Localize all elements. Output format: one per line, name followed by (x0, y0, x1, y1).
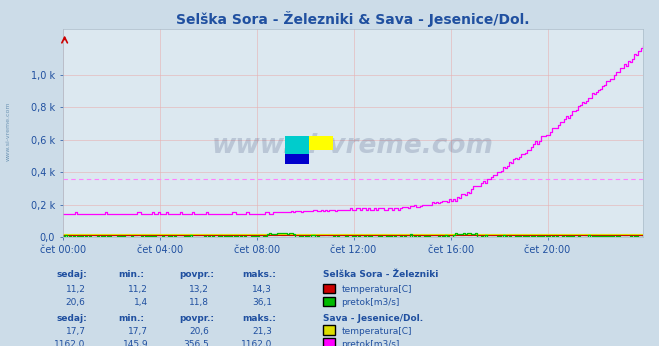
Text: 11,2: 11,2 (129, 285, 148, 294)
Text: 36,1: 36,1 (252, 298, 272, 307)
Text: 1162,0: 1162,0 (241, 340, 272, 346)
Text: maks.:: maks.: (243, 314, 276, 323)
Text: 14,3: 14,3 (252, 285, 272, 294)
Text: 145,9: 145,9 (123, 340, 148, 346)
Title: Selška Sora - Železniki & Sava - Jesenice/Dol.: Selška Sora - Železniki & Sava - Jesenic… (176, 11, 529, 27)
Text: Sava - Jesenice/Dol.: Sava - Jesenice/Dol. (323, 314, 423, 323)
Text: maks.:: maks.: (243, 270, 276, 279)
Text: sedaj:: sedaj: (56, 314, 87, 323)
Text: min.:: min.: (119, 314, 144, 323)
Text: 356,5: 356,5 (183, 340, 209, 346)
Text: Selška Sora - Železniki: Selška Sora - Železniki (323, 270, 438, 279)
Bar (309, 136, 333, 150)
Text: sedaj:: sedaj: (56, 270, 87, 279)
Text: www.si-vreme.com: www.si-vreme.com (5, 102, 11, 161)
Text: 11,2: 11,2 (66, 285, 86, 294)
Bar (285, 154, 309, 164)
Text: min.:: min.: (119, 270, 144, 279)
Text: 11,8: 11,8 (189, 298, 209, 307)
Text: 1162,0: 1162,0 (54, 340, 86, 346)
Text: povpr.:: povpr.: (179, 314, 214, 323)
Text: pretok[m3/s]: pretok[m3/s] (341, 298, 400, 307)
Text: temperatura[C]: temperatura[C] (341, 285, 412, 294)
Text: pretok[m3/s]: pretok[m3/s] (341, 340, 400, 346)
Text: 13,2: 13,2 (189, 285, 209, 294)
Text: 21,3: 21,3 (252, 327, 272, 336)
Text: 1,4: 1,4 (134, 298, 148, 307)
Text: 20,6: 20,6 (66, 298, 86, 307)
Bar (285, 136, 309, 156)
Text: 17,7: 17,7 (66, 327, 86, 336)
Text: povpr.:: povpr.: (179, 270, 214, 279)
Text: www.si-vreme.com: www.si-vreme.com (212, 133, 494, 159)
Text: 17,7: 17,7 (129, 327, 148, 336)
Text: 20,6: 20,6 (189, 327, 209, 336)
Text: temperatura[C]: temperatura[C] (341, 327, 412, 336)
